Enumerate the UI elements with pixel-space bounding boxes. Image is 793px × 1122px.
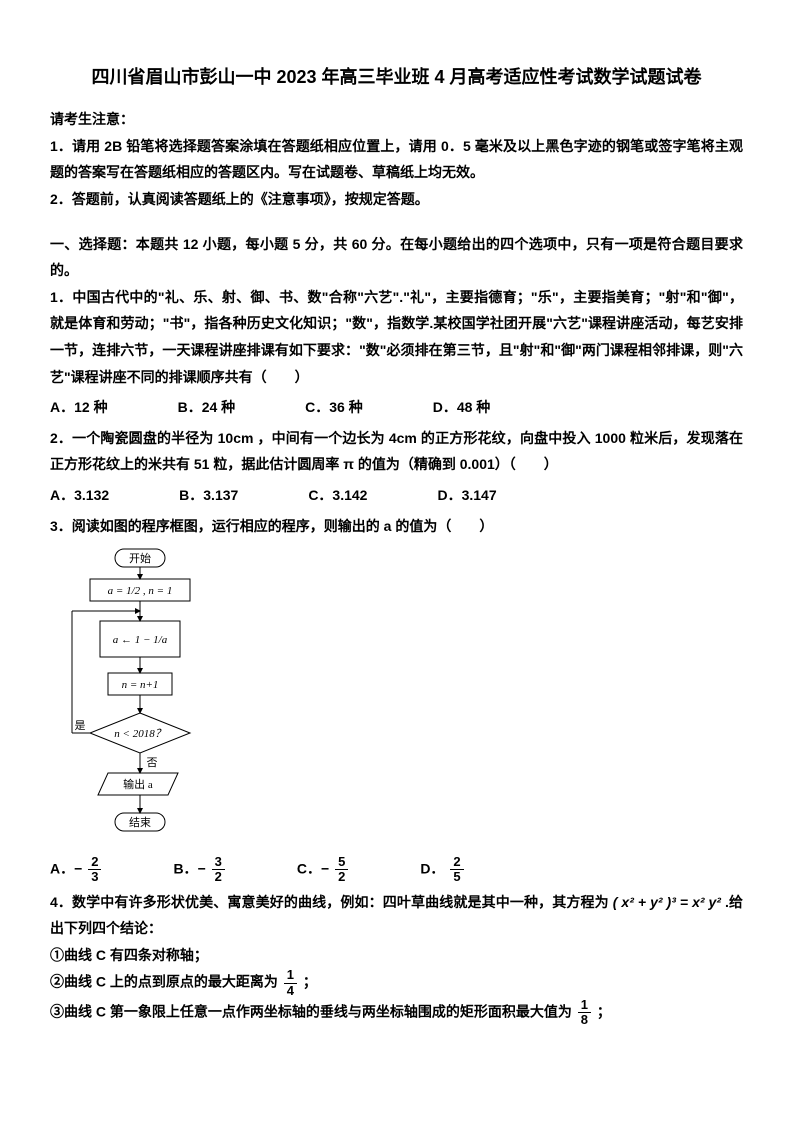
notice-line-1: 1．请用 2B 铅笔将选择题答案涂填在答题纸相应位置上，请用 0．5 毫米及以上…	[50, 133, 743, 186]
question-3-options: A．− 23 B．− 32 C．− 52 D． 25	[50, 855, 743, 885]
q2-option-d: D．3.147	[437, 482, 496, 509]
notice-header: 请考生注意：	[50, 106, 743, 133]
question-1: 1．中国古代中的"礼、乐、射、御、书、数"合称"六艺"."礼"，主要指德育；"乐…	[50, 284, 743, 390]
svg-text:开始: 开始	[129, 551, 151, 565]
flowchart-image: 开始 a = 1/2 , n = 1 a ← 1 − 1/a n = n+1 n…	[60, 547, 743, 847]
svg-text:是: 是	[75, 719, 86, 732]
question-2-options: A．3.132 B．3.137 C．3.142 D．3.147	[50, 482, 743, 509]
question-3: 3．阅读如图的程序框图，运行相应的程序，则输出的 a 的值为（ ）	[50, 513, 743, 540]
q1-option-b: B．24 种	[178, 394, 236, 421]
notice-line-2: 2．答题前，认真阅读答题纸上的《注意事项》，按规定答题。	[50, 186, 743, 213]
question-2: 2．一个陶瓷圆盘的半径为 10cm ，中间有一个边长为 4cm 的正方形花纹，向…	[50, 425, 743, 478]
section-1-header: 一、选择题：本题共 12 小题，每小题 5 分，共 60 分。在每小题给出的四个…	[50, 231, 743, 284]
q3-option-a: A．− 23	[50, 855, 103, 885]
q2-option-a: A．3.132	[50, 482, 109, 509]
q2-option-c: C．3.142	[308, 482, 367, 509]
svg-text:n = n+1: n = n+1	[122, 679, 159, 691]
q3-option-b: B．− 32	[173, 855, 226, 885]
q3-option-d: D． 25	[420, 855, 465, 885]
svg-text:a = 1/2 , n = 1: a = 1/2 , n = 1	[108, 585, 173, 597]
q1-option-d: D．48 种	[433, 394, 491, 421]
q2-option-b: B．3.137	[179, 482, 238, 509]
q4-statement-2: ②曲线 C 上的点到原点的最大距离为 14 ；	[50, 968, 743, 998]
q3-option-c: C．− 52	[297, 855, 350, 885]
question-1-options: A．12 种 B．24 种 C．36 种 D．48 种	[50, 394, 743, 421]
svg-text:否: 否	[147, 757, 158, 769]
q4-statement-3: ③曲线 C 第一象限上任意一点作两坐标轴的垂线与两坐标轴围成的矩形面积最大值为 …	[50, 998, 743, 1028]
q1-option-c: C．36 种	[305, 394, 363, 421]
svg-text:n < 2018？: n < 2018？	[114, 728, 165, 740]
q4-statement-1: ①曲线 C 有四条对称轴；	[50, 942, 743, 969]
question-4: 4．数学中有许多形状优美、寓意美好的曲线，例如：四叶草曲线就是其中一种，其方程为…	[50, 889, 743, 942]
q1-option-a: A．12 种	[50, 394, 108, 421]
svg-text:结束: 结束	[129, 816, 151, 829]
page-title: 四川省眉山市彭山一中 2023 年高三毕业班 4 月高考适应性考试数学试题试卷	[50, 60, 743, 94]
svg-text:输出 a: 输出 a	[123, 777, 153, 791]
svg-text:a ← 1 − 1/a: a ← 1 − 1/a	[113, 634, 168, 646]
